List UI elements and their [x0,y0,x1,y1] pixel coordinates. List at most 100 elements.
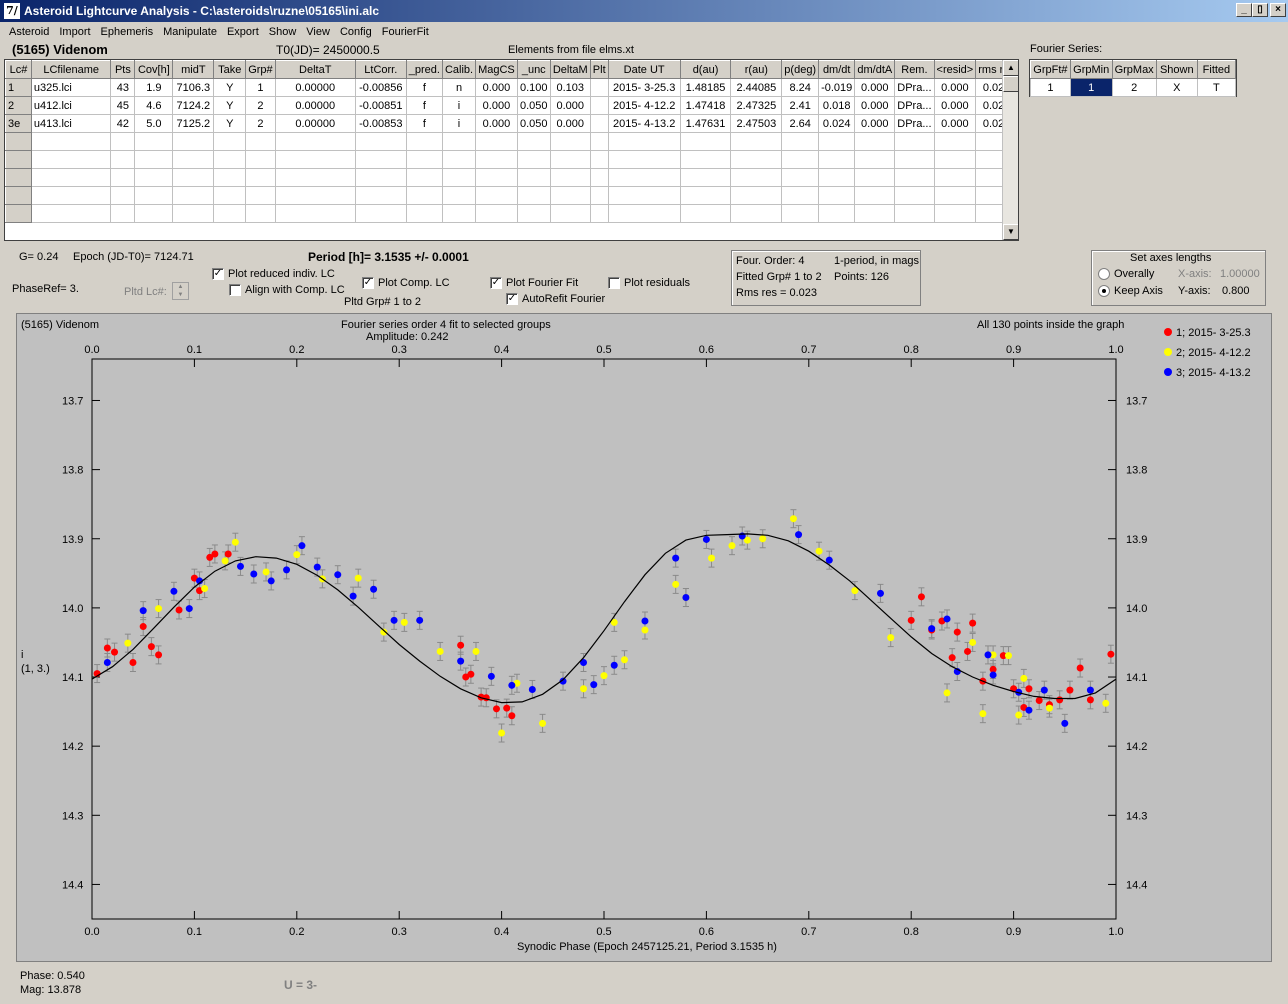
column-header[interactable]: dm/dtA [854,60,896,79]
table-cell[interactable] [213,132,247,151]
table-cell[interactable] [589,114,609,133]
table-cell[interactable]: 0.00000 [274,96,356,115]
table-cell[interactable]: 0.050 [516,96,551,115]
table-cell[interactable] [894,132,935,151]
table-cell[interactable] [854,150,896,169]
table-cell[interactable] [213,150,247,169]
table-cell[interactable] [110,168,136,187]
table-row[interactable]: 3e u413.lci 42 5.0 7125.2 Y 2 0.00000 -0.00853 f i… [5,114,1018,133]
table-cell[interactable] [110,204,136,223]
table-cell[interactable] [475,150,518,169]
column-header[interactable]: dm/dt [818,60,856,79]
table-cell[interactable]: 7106.3 [172,78,215,97]
table-cell[interactable] [213,168,247,187]
table-cell[interactable] [5,186,32,205]
table-cell[interactable] [549,168,591,187]
table-cell[interactable] [172,150,215,169]
table-cell[interactable] [607,204,681,223]
plot-reduced-checkbox[interactable]: ✓ Plot reduced indiv. LC [212,268,335,281]
minimize-button[interactable]: _ [1236,3,1252,17]
table-cell[interactable]: f [405,78,443,97]
table-cell[interactable] [245,150,276,169]
table-cell[interactable]: u325.lci [30,78,112,97]
plot-comp-checkbox[interactable]: ✓ Plot Comp. LC [362,277,450,290]
table-cell[interactable] [354,186,407,205]
table-cell[interactable] [134,168,174,187]
table-cell[interactable] [679,168,732,187]
table-cell[interactable]: -0.00851 [354,96,407,115]
lightcurve-grid[interactable]: Lc# LCfilename Pts Cov[h] midT Take Grp# DeltaT… [4,59,1019,241]
scroll-down-icon[interactable]: ▼ [1003,224,1018,240]
table-cell[interactable] [475,168,518,187]
table-cell[interactable] [134,186,174,205]
table-cell[interactable]: 43 [110,78,136,97]
table-cell[interactable]: 1.9 [134,78,174,97]
scroll-up-icon[interactable]: ▲ [1003,60,1018,76]
table-cell[interactable] [818,186,856,205]
table-cell[interactable] [679,186,732,205]
table-cell[interactable] [274,132,356,151]
table-cell[interactable]: 2 [5,96,32,115]
table-cell[interactable] [818,150,856,169]
table-cell[interactable]: 0.000 [933,114,977,133]
table-cell[interactable] [607,132,681,151]
table-cell[interactable]: 2 [245,114,276,133]
table-cell[interactable] [5,132,32,151]
table-cell[interactable] [274,186,356,205]
table-cell[interactable] [854,186,896,205]
maximize-button[interactable]: ▯ [1252,3,1268,17]
table-cell[interactable] [405,132,443,151]
fourier-cell[interactable]: T [1196,78,1237,97]
pltd-lc-spinner[interactable]: ▲ ▼ [172,282,189,300]
column-header[interactable]: MagCS [475,60,518,79]
fourier-column-header[interactable]: GrpFt# [1030,60,1071,79]
table-row[interactable] [5,168,1018,187]
table-cell[interactable]: 0.000 [549,114,591,133]
period-value[interactable]: Period [h]= 3.1535 +/- 0.0001 [308,250,469,264]
column-header[interactable]: r(au) [730,60,783,79]
table-cell[interactable] [589,132,609,151]
table-cell[interactable] [134,150,174,169]
table-row[interactable] [5,150,1018,169]
table-cell[interactable]: n [441,78,477,97]
table-cell[interactable] [245,168,276,187]
table-cell[interactable]: 2.41 [781,96,820,115]
x-axis-value[interactable]: 1.00000 [1220,268,1260,280]
menu-fourierfit[interactable]: FourierFit [381,26,429,38]
table-cell[interactable] [933,204,977,223]
table-cell[interactable]: 0.018 [818,96,856,115]
table-cell[interactable]: 0.100 [516,78,551,97]
table-cell[interactable]: 8.24 [781,78,820,97]
table-cell[interactable] [894,168,935,187]
column-header[interactable]: p(deg) [781,60,820,79]
table-cell[interactable] [607,150,681,169]
table-cell[interactable] [818,204,856,223]
column-header[interactable]: Plt [589,60,609,79]
lightcurve-plot[interactable]: 0.0 0.0 0.1 0.1 0.2 0.2 0.3 0.3 0.4 0.4 0.5 0.5 0.6 0… [16,313,1272,962]
table-cell[interactable]: u412.lci [30,96,112,115]
table-cell[interactable]: 7124.2 [172,96,215,115]
table-cell[interactable] [213,204,247,223]
column-header[interactable]: Lc# [5,60,32,79]
menu-manipulate[interactable]: Manipulate [163,26,217,38]
table-cell[interactable] [933,186,977,205]
table-cell[interactable] [172,168,215,187]
menu-export[interactable]: Export [226,26,259,38]
scroll-thumb[interactable] [1003,76,1018,92]
table-cell[interactable] [274,168,356,187]
column-header[interactable]: Take [213,60,247,79]
table-cell[interactable] [894,204,935,223]
table-cell[interactable] [475,132,518,151]
table-cell[interactable]: 1.48185 [679,78,732,97]
table-cell[interactable]: 0.000 [854,78,896,97]
column-header[interactable]: Grp# [245,60,276,79]
column-header[interactable]: DeltaM [549,60,591,79]
table-cell[interactable]: Y [213,114,247,133]
table-cell[interactable] [172,186,215,205]
table-cell[interactable] [30,186,112,205]
table-cell[interactable] [441,168,477,187]
table-cell[interactable] [441,204,477,223]
column-header[interactable]: LCfilename [30,60,112,79]
table-cell[interactable] [134,204,174,223]
table-cell[interactable] [589,186,609,205]
